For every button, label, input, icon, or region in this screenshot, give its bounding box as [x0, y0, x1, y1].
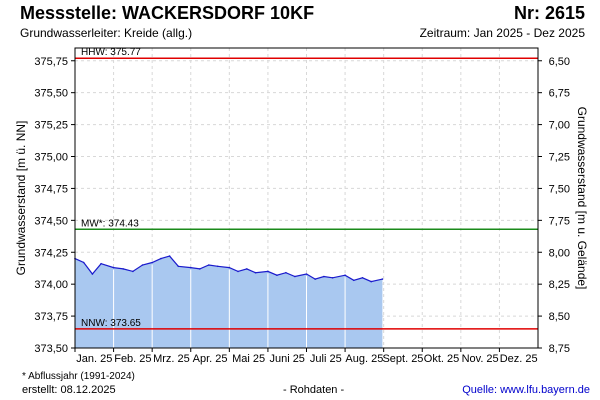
y-axis-label: Grundwasserstand [m ü. NN]	[14, 121, 28, 276]
series-point	[151, 261, 153, 264]
x-tick-label: Juni 25	[269, 353, 304, 365]
series-point	[132, 270, 134, 273]
y-tick-label: 374,00	[34, 279, 68, 291]
x-tick-label: Okt. 25	[424, 353, 459, 365]
series-point	[246, 268, 248, 270]
series-point	[254, 271, 257, 274]
series-area	[75, 256, 383, 348]
y2-tick-label: 6,75	[549, 88, 570, 100]
created-date: erstellt: 08.12.2025	[22, 384, 116, 396]
footnote: * Abflussjahr (1991-2024)	[22, 371, 135, 382]
grid	[75, 48, 538, 349]
y-tick-label: 375,75	[34, 56, 68, 68]
x-tick-label: Aug. 25	[345, 353, 383, 365]
series-point	[331, 277, 334, 279]
series-point	[237, 270, 239, 273]
series-point	[100, 262, 102, 265]
series-point	[314, 278, 317, 280]
month-separators	[113, 264, 346, 348]
x-tick-label: Mrz. 25	[153, 353, 190, 365]
x-tick-label: Jan. 25	[76, 353, 112, 365]
y2-tick-label: 7,75	[549, 215, 570, 227]
x-tick-label: Juli 25	[310, 353, 342, 365]
series-point	[381, 278, 384, 280]
y2-tick-label: 8,50	[549, 311, 570, 323]
x-tick-label: Apr. 25	[193, 353, 228, 365]
y-tick-label: 373,50	[34, 343, 68, 355]
series-point	[141, 264, 144, 266]
series-point	[91, 273, 94, 275]
station-number: Nr: 2615	[513, 3, 585, 23]
series-point	[323, 275, 325, 278]
source-link[interactable]: Quelle: www.lfu.bayern.de	[462, 384, 590, 396]
reference-lines: HHW: 375.77 MW*: 374.43 NNW: 373.65	[75, 47, 538, 330]
mw-label: MW*: 374.43	[81, 218, 139, 229]
y-tick-label: 373,75	[34, 311, 68, 323]
y2-tick-label: 7,00	[549, 120, 570, 132]
series-point	[370, 280, 373, 283]
x-tick-label: Dez. 25	[500, 353, 538, 365]
series-point	[344, 274, 346, 277]
y2-tick-label: 6,50	[549, 56, 570, 68]
y-tick-label: 375,25	[34, 120, 68, 132]
series-point	[208, 264, 210, 266]
series-point	[190, 266, 192, 269]
x-tick-label: Sept. 25	[382, 353, 423, 365]
hhw-label: HHW: 375.77	[81, 47, 141, 58]
x-tick-label: Nov. 25	[462, 353, 499, 365]
y2-tick-label: 7,50	[549, 183, 570, 195]
y2-tick-label: 8,00	[549, 247, 570, 259]
y2-tick-label: 8,25	[549, 279, 570, 291]
series-point	[177, 265, 180, 268]
series-point	[122, 268, 124, 270]
series-point	[267, 270, 269, 273]
y-tick-label: 374,50	[34, 215, 68, 227]
period-label: Zeitraum: Jan 2025 - Dez 2025	[419, 26, 585, 40]
series-point	[112, 266, 115, 269]
series-point	[228, 266, 231, 269]
raw-data-note: - Rohdaten -	[283, 384, 345, 396]
series-layer	[74, 255, 384, 348]
y2-tick-label: 8,75	[549, 343, 570, 355]
series-point	[285, 271, 287, 274]
axes: 373,50 373,75 374,00 374,25 374,50 374,75 375,…	[34, 56, 570, 365]
x-tick-label: Feb. 25	[114, 353, 151, 365]
series-point	[217, 265, 219, 268]
series-point	[353, 279, 355, 282]
series-point	[168, 255, 171, 257]
y-tick-label: 374,25	[34, 247, 68, 259]
series-point	[199, 268, 201, 270]
nnw-label: NNW: 373.65	[81, 318, 141, 329]
series-point	[294, 275, 296, 278]
series-point	[82, 261, 85, 264]
x-tick-label: Mai 25	[232, 353, 265, 365]
y-tick-label: 375,50	[34, 88, 68, 100]
aquifer-label: Grundwasserleiter: Kreide (allg.)	[20, 26, 193, 40]
series-point	[276, 274, 278, 277]
series-point	[361, 277, 364, 279]
y-tick-label: 374,75	[34, 183, 68, 195]
y2-axis-label: Grundwasserstand [m u. Gelände]	[575, 107, 589, 290]
y-tick-label: 375,00	[34, 152, 68, 164]
series-point	[305, 273, 308, 275]
y2-tick-label: 7,25	[549, 152, 570, 164]
chart-title: Messstelle: WACKERSDORF 10KF	[20, 3, 315, 23]
series-point	[160, 257, 162, 260]
